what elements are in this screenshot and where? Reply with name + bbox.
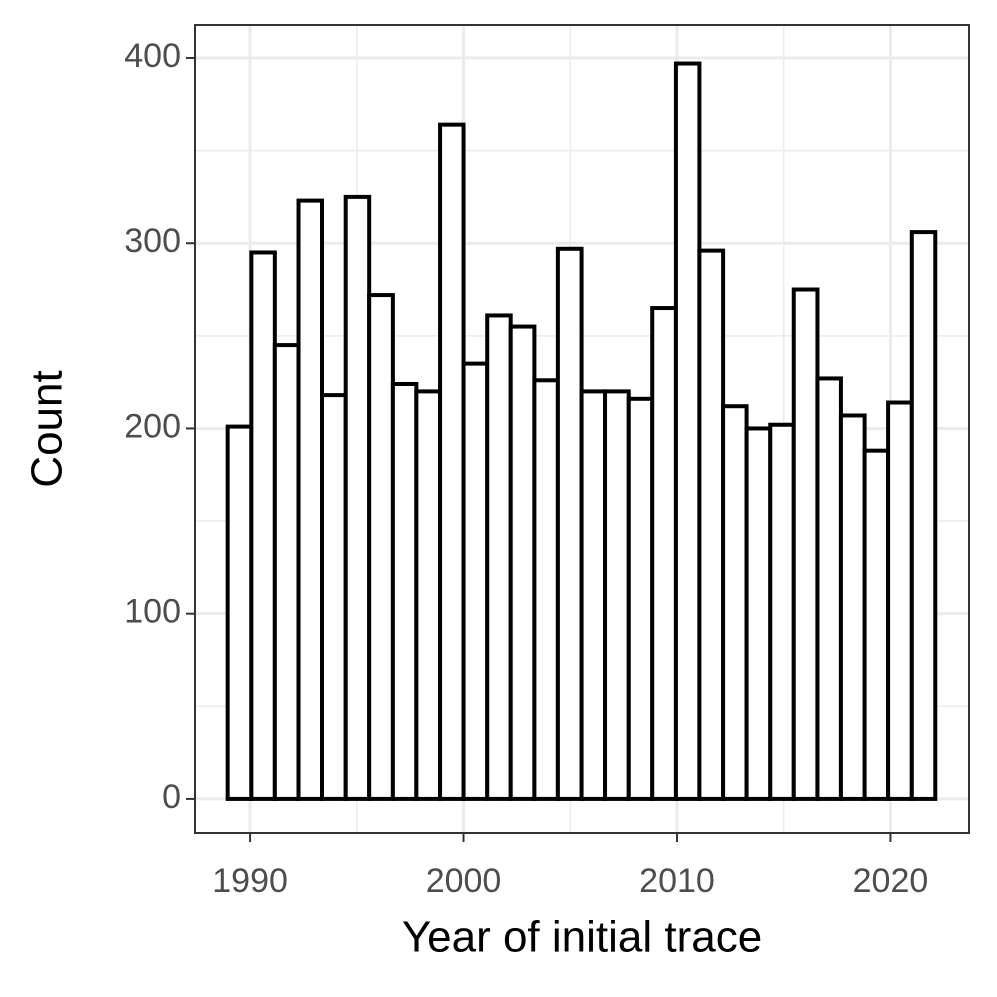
bar [673,61,702,801]
bar [721,404,749,801]
x-tick-label: 1990 [212,862,288,900]
bar [367,293,395,801]
bar [579,389,608,801]
bar [603,389,631,801]
bar [438,122,466,801]
bar [508,324,537,801]
bar [414,389,443,801]
x-tick-label: 2020 [853,862,929,900]
bar [532,378,560,801]
bar [909,230,938,801]
x-axis-title: Year of initial trace [402,913,762,962]
bar [768,422,796,801]
y-tick-label: 200 [124,407,181,445]
bar [744,426,773,801]
y-tick-label: 0 [162,778,181,816]
bar [249,250,277,801]
x-tick-label: 2000 [426,862,502,900]
y-axis-title: Count [23,370,72,487]
bar [390,381,419,801]
bar [555,246,584,801]
bar [626,396,655,801]
bar [343,194,372,801]
bar [272,343,301,801]
bar [296,198,325,801]
bar [815,376,843,801]
bar [225,424,254,801]
x-tick-label: 2010 [639,862,715,900]
bar [791,287,820,801]
y-tick-label: 400 [124,37,181,75]
bar [886,400,914,801]
bar [320,393,348,801]
bar [461,361,490,801]
bar [862,448,891,801]
bar [838,413,867,801]
panel-border [194,24,970,834]
bar [650,306,678,801]
y-tick-label: 100 [124,593,181,631]
y-tick-label: 300 [124,222,181,260]
bar [697,248,726,801]
bar [485,313,513,801]
